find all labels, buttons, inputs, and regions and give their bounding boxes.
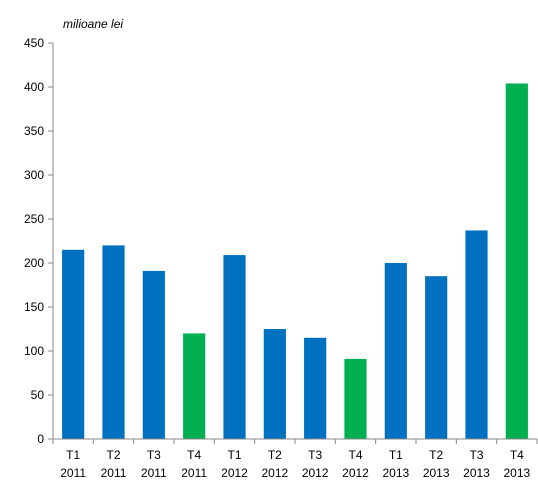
x-tick-label-quarter: T3 bbox=[147, 448, 161, 462]
y-tick-label: 350 bbox=[24, 124, 44, 138]
bars bbox=[62, 83, 528, 439]
bar-t3-2011 bbox=[142, 270, 165, 439]
x-tick-label-year: 2011 bbox=[181, 466, 207, 480]
x-tick-label-quarter: T1 bbox=[389, 448, 403, 462]
bar-t2-2012 bbox=[263, 329, 286, 439]
y-tick-label: 450 bbox=[24, 36, 44, 50]
y-tick-label: 100 bbox=[24, 344, 44, 358]
bar-t1-2011 bbox=[62, 249, 85, 439]
y-tick-label: 150 bbox=[24, 300, 44, 314]
y-tick-label: 0 bbox=[37, 432, 44, 446]
x-tick-label-quarter: T1 bbox=[227, 448, 241, 462]
x-tick-label-quarter: T3 bbox=[469, 448, 483, 462]
bar-t4-2012 bbox=[344, 358, 367, 439]
x-tick-label-year: 2013 bbox=[423, 466, 450, 480]
x-tick-label-year: 2012 bbox=[221, 466, 248, 480]
x-tick-label-quarter: T4 bbox=[510, 448, 524, 462]
y-tick-label: 200 bbox=[24, 256, 44, 270]
y-tick-label: 400 bbox=[24, 80, 44, 94]
x-tick-label-quarter: T2 bbox=[268, 448, 282, 462]
x-tick-label-quarter: T3 bbox=[308, 448, 322, 462]
y-tick-label: 300 bbox=[24, 168, 44, 182]
bar-t4-2013 bbox=[505, 83, 528, 439]
unit-label: milioane lei bbox=[63, 17, 123, 31]
x-tick-label-quarter: T2 bbox=[106, 448, 120, 462]
bar-t3-2012 bbox=[304, 337, 327, 439]
x-tick-label-year: 2013 bbox=[382, 466, 409, 480]
bar-t3-2013 bbox=[465, 230, 488, 439]
y-axis-ticks: 0 50 100 150 200 250 300 350 400 450 bbox=[24, 36, 53, 446]
x-tick-label-year: 2012 bbox=[302, 466, 329, 480]
x-tick-label-quarter: T4 bbox=[348, 448, 362, 462]
bar-t1-2013 bbox=[384, 263, 407, 439]
bar-t2-2013 bbox=[425, 276, 448, 439]
x-axis-ticks: T1 2011 T2 2011 T3 2011 T4 2011 T1 2012 T2 2012 T3 20… bbox=[52, 439, 538, 480]
x-tick-label-year: 2013 bbox=[463, 466, 490, 480]
x-tick-label-year: 2013 bbox=[503, 466, 530, 480]
y-tick-label: 50 bbox=[31, 388, 45, 402]
bar-t1-2012 bbox=[223, 255, 246, 439]
x-tick-label-year: 2011 bbox=[141, 466, 167, 480]
x-tick-label-year: 2011 bbox=[60, 466, 86, 480]
x-tick-label-quarter: T4 bbox=[187, 448, 201, 462]
x-tick-label-quarter: T2 bbox=[429, 448, 443, 462]
x-tick-label-year: 2012 bbox=[342, 466, 369, 480]
x-tick-label-quarter: T1 bbox=[66, 448, 80, 462]
x-tick-label-year: 2011 bbox=[101, 466, 127, 480]
y-tick-label: 250 bbox=[24, 212, 44, 226]
bar-t2-2011 bbox=[102, 245, 125, 439]
bar-t4-2011 bbox=[183, 333, 206, 439]
x-tick-label-year: 2012 bbox=[261, 466, 288, 480]
